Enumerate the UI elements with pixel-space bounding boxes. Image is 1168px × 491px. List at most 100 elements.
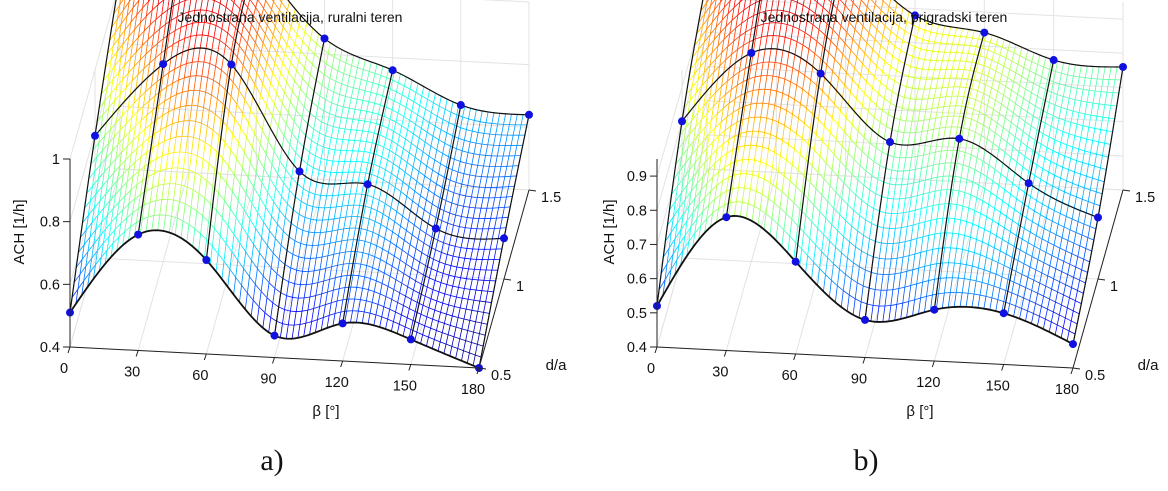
mesh-line xyxy=(264,33,272,44)
mesh-line xyxy=(398,158,402,168)
mesh-line xyxy=(287,144,291,158)
mesh-line xyxy=(926,294,933,297)
mesh-line xyxy=(340,106,344,118)
mesh-line xyxy=(457,307,461,318)
mesh-line xyxy=(449,244,456,247)
mesh-line xyxy=(881,196,888,199)
mesh-line xyxy=(485,301,492,303)
mesh-line xyxy=(802,88,809,95)
data-point xyxy=(91,131,99,140)
mesh-line xyxy=(181,120,185,137)
mesh-line xyxy=(410,166,414,177)
mesh-line xyxy=(341,228,345,241)
mesh-line xyxy=(471,300,475,311)
mesh-line xyxy=(476,187,480,198)
mesh-line xyxy=(1031,256,1039,260)
mesh-line xyxy=(491,228,495,239)
mesh-line xyxy=(402,215,409,221)
mesh-line xyxy=(186,49,189,64)
mesh-line xyxy=(327,279,330,293)
mesh-line xyxy=(73,274,81,283)
mesh-line xyxy=(163,183,170,185)
mesh-line xyxy=(418,171,425,177)
mesh-line xyxy=(780,155,787,161)
mesh-line xyxy=(305,95,313,103)
mesh-line xyxy=(1063,327,1070,332)
mesh-line xyxy=(161,141,165,156)
mesh-line xyxy=(325,302,332,306)
mesh-line xyxy=(1005,290,1012,294)
mesh-line xyxy=(217,3,221,15)
mesh-line xyxy=(443,344,447,354)
mesh-line xyxy=(784,78,791,83)
mesh-line xyxy=(1048,207,1055,211)
mesh-line xyxy=(323,278,330,282)
mesh-line xyxy=(371,142,379,146)
mesh-line xyxy=(873,208,880,212)
mesh-line xyxy=(333,91,340,95)
mesh-line xyxy=(669,201,676,211)
mesh-line xyxy=(349,216,353,229)
mesh-line xyxy=(855,144,863,152)
mesh-line xyxy=(748,158,755,161)
mesh-line xyxy=(831,224,838,232)
mesh-line xyxy=(360,100,364,111)
mesh-line xyxy=(950,203,957,205)
mesh-line xyxy=(350,310,353,323)
mesh-line xyxy=(110,208,114,223)
mesh-line xyxy=(398,314,402,325)
mesh-line xyxy=(208,94,212,111)
mesh-line xyxy=(266,230,270,246)
mesh-line xyxy=(864,52,871,61)
mesh-line xyxy=(89,258,93,273)
mesh-line xyxy=(383,262,387,274)
mesh-line xyxy=(372,231,379,236)
mesh-line xyxy=(691,79,699,88)
mesh-line xyxy=(414,302,418,312)
mesh-line xyxy=(463,340,467,351)
mesh-line xyxy=(110,114,113,130)
mesh-line xyxy=(419,219,423,230)
mesh-line xyxy=(107,200,111,216)
mesh-line xyxy=(890,304,897,306)
mesh-line xyxy=(286,295,293,298)
mesh-line xyxy=(286,81,293,92)
mesh-line xyxy=(152,133,156,149)
mesh-line xyxy=(263,154,267,169)
mesh-line xyxy=(465,308,472,311)
mesh-line xyxy=(364,240,372,244)
mesh-line xyxy=(351,97,358,100)
mesh-line xyxy=(355,150,359,162)
mesh-line xyxy=(1077,221,1085,225)
mesh-line xyxy=(113,166,120,174)
mesh-line xyxy=(1022,238,1029,244)
mesh-line xyxy=(262,83,269,94)
mesh-line xyxy=(273,1,280,11)
mesh-line xyxy=(821,140,829,148)
mesh-line xyxy=(407,317,414,321)
mesh-line xyxy=(469,131,473,142)
mesh-line xyxy=(421,283,428,288)
mesh-line xyxy=(268,82,272,94)
mesh-line xyxy=(418,284,422,294)
mesh-line xyxy=(870,22,878,30)
mesh-line xyxy=(135,37,139,52)
mesh-line xyxy=(737,81,744,86)
mesh-line xyxy=(202,158,210,164)
mesh-line xyxy=(705,119,712,127)
mesh-line xyxy=(252,52,260,63)
mesh-line xyxy=(217,13,225,18)
mesh-line xyxy=(134,194,141,200)
mesh-line xyxy=(396,245,403,251)
mesh-line xyxy=(146,9,153,17)
mesh-line xyxy=(361,79,368,82)
mesh-line xyxy=(110,122,117,130)
mesh-line xyxy=(307,308,314,311)
mesh-line xyxy=(108,59,112,74)
mesh-line xyxy=(892,288,899,290)
mesh-line xyxy=(179,201,186,205)
mesh-line xyxy=(459,184,463,195)
mesh-line xyxy=(396,324,400,334)
mesh-line xyxy=(374,73,381,76)
mesh-line xyxy=(99,193,107,202)
